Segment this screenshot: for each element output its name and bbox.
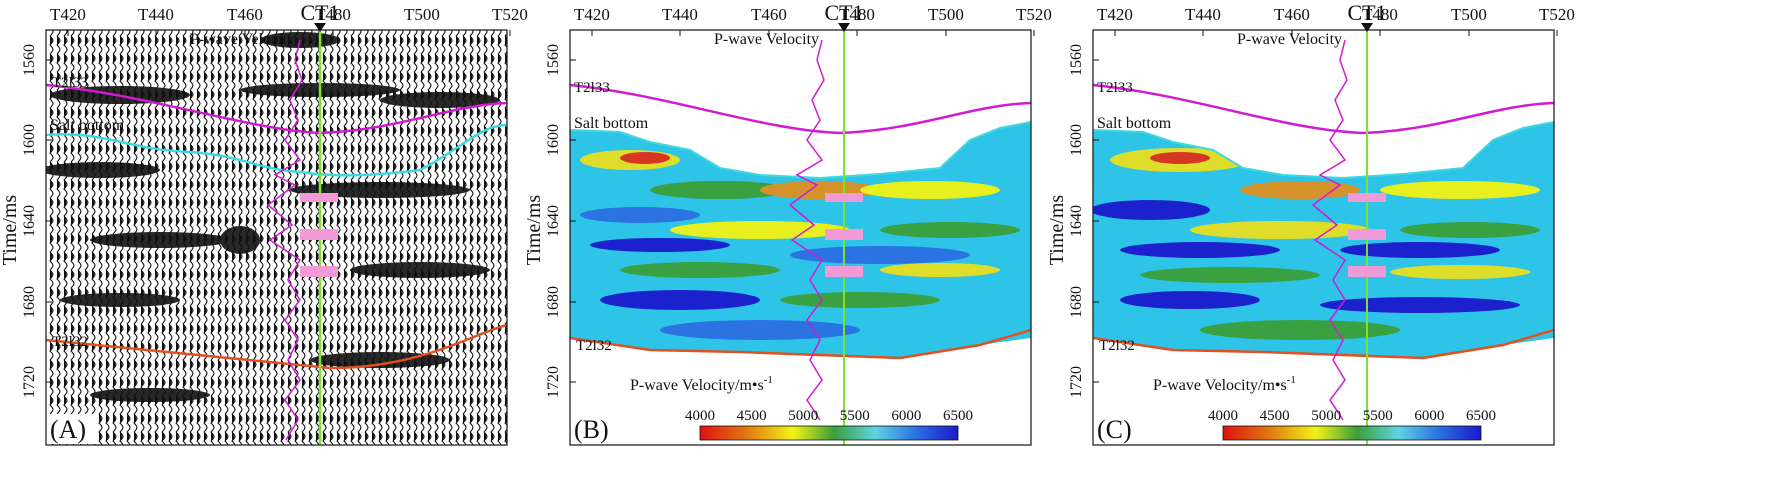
velocity-log-label: P-wave Velocity xyxy=(1237,31,1342,48)
y-axis-label: Time/ms xyxy=(1046,195,1068,266)
y-tick-label: 1680 xyxy=(21,286,38,318)
y-tick-label: 1560 xyxy=(545,44,562,76)
well-marker-icon xyxy=(1361,23,1373,32)
velocity-section xyxy=(570,30,1031,445)
velocity-log-label: P-wave Velocity xyxy=(714,31,819,48)
x-tick-label: T480 xyxy=(315,5,351,24)
salt-bottom-label: Salt bottom xyxy=(1097,115,1172,132)
y-tick-label: 1560 xyxy=(21,44,38,76)
colorbar xyxy=(699,425,959,441)
x-tick-label: T520 xyxy=(492,5,528,24)
colorbar-label: P-wave Velocity/m•s-1 xyxy=(630,374,773,394)
colorbar-tick-label: 4500 xyxy=(737,408,767,424)
colorbar-label: P-wave Velocity/m•s-1 xyxy=(1153,374,1296,394)
seismic-section xyxy=(46,30,507,445)
x-tick-label: T420 xyxy=(1097,5,1133,24)
y-tick-label: 1600 xyxy=(1068,124,1085,156)
salt-bottom-label: Salt bottom xyxy=(574,115,649,132)
x-tick-label: T420 xyxy=(50,5,86,24)
colorbar-tick-label: 6000 xyxy=(1414,408,1444,424)
x-tick-label: T500 xyxy=(928,5,964,24)
pay-zone-1 xyxy=(300,193,338,202)
horizon-t2l32-label: T2l32 xyxy=(576,338,612,354)
well-name: CT1 xyxy=(300,0,339,25)
colorbar xyxy=(1222,425,1482,441)
horizon-t2l33-label: T2l33 xyxy=(574,80,610,96)
well-name: CT1 xyxy=(1347,0,1386,25)
well-marker-icon xyxy=(838,23,850,32)
colorbar-tick-label: 5000 xyxy=(1311,408,1341,424)
panel-c: P-wave Velocity T2l33 Salt bottom T2l32 … xyxy=(1092,29,1555,446)
axes-layer: T420 T440 T460 T480 T500 T520 1560 1600 1640 1680… xyxy=(0,0,1575,441)
x-tick-label: T520 xyxy=(1539,5,1575,24)
y-tick-label: 1640 xyxy=(545,205,562,237)
colorbar-tick-label: 4000 xyxy=(1208,408,1238,424)
x-tick-label: T520 xyxy=(1016,5,1052,24)
panel-b: P-wave Velocity T2l33 Salt bottom T2l32 … xyxy=(569,29,1032,446)
y-tick-label: 1600 xyxy=(545,124,562,156)
well-marker-icon xyxy=(314,23,326,32)
pay-zone-2 xyxy=(300,229,338,240)
panel-label: (B) xyxy=(574,415,609,444)
y-tick-label: 1680 xyxy=(545,286,562,318)
horizon-t2l33-label: T2l33 xyxy=(1097,80,1133,96)
y-tick-label: 1720 xyxy=(545,366,562,398)
panel-label: (C) xyxy=(1097,415,1132,444)
well-name: CT1 xyxy=(824,0,863,25)
horizon-t2l33-label: T2l33 xyxy=(52,75,88,91)
y-axis-label: Time/ms xyxy=(0,195,21,266)
velocity-section xyxy=(1093,30,1554,445)
x-tick-label: T440 xyxy=(662,5,698,24)
x-tick-label: T460 xyxy=(751,5,787,24)
x-tick-label: T460 xyxy=(227,5,263,24)
colorbar-tick-label: 5500 xyxy=(840,408,870,424)
horizon-t2l32-line xyxy=(46,323,507,370)
x-tick-label: T500 xyxy=(1451,5,1487,24)
panel-a: P-wave Velocity T2l33 Salt bottom T2l32 … xyxy=(45,29,508,446)
colorbar-tick-label: 4000 xyxy=(685,408,715,424)
y-tick-label: 1640 xyxy=(1068,205,1085,237)
y-tick-label: 1720 xyxy=(21,366,38,398)
colorbar-tick-label: 6500 xyxy=(943,408,973,424)
x-tick-label: T440 xyxy=(1185,5,1221,24)
x-tick-label: T480 xyxy=(1362,5,1398,24)
y-tick-label: 1640 xyxy=(21,205,38,237)
velocity-log-label: P-wave Velocity xyxy=(190,31,295,48)
colorbar-tick-label: 4500 xyxy=(1260,408,1290,424)
colorbar-tick-label: 5000 xyxy=(788,408,818,424)
y-tick-label: 1560 xyxy=(1068,44,1085,76)
y-tick-label: 1680 xyxy=(1068,286,1085,318)
horizon-t2l33-line xyxy=(46,83,507,135)
y-tick-label: 1600 xyxy=(21,124,38,156)
horizon-t2l32-label: T2l32 xyxy=(1099,338,1135,354)
pay-zone-3 xyxy=(300,266,338,277)
x-tick-label: T500 xyxy=(404,5,440,24)
colorbar-tick-label: 6000 xyxy=(891,408,921,424)
salt-bottom-line xyxy=(46,123,507,177)
panel-a-frame xyxy=(45,29,508,446)
y-tick-label: 1720 xyxy=(1068,366,1085,398)
x-tick-label: T460 xyxy=(1274,5,1310,24)
horizon-t2l32-label: T2l32 xyxy=(52,334,88,350)
velocity-log xyxy=(266,39,303,441)
x-tick-label: T480 xyxy=(839,5,875,24)
colorbar-tick-label: 6500 xyxy=(1466,408,1496,424)
salt-bottom-label: Salt bottom xyxy=(50,117,125,134)
x-tick-label: T440 xyxy=(138,5,174,24)
panel-label: (A) xyxy=(50,415,86,444)
x-tick-label: T420 xyxy=(574,5,610,24)
colorbar-tick-label: 5500 xyxy=(1363,408,1393,424)
y-axis-label: Time/ms xyxy=(523,195,545,266)
